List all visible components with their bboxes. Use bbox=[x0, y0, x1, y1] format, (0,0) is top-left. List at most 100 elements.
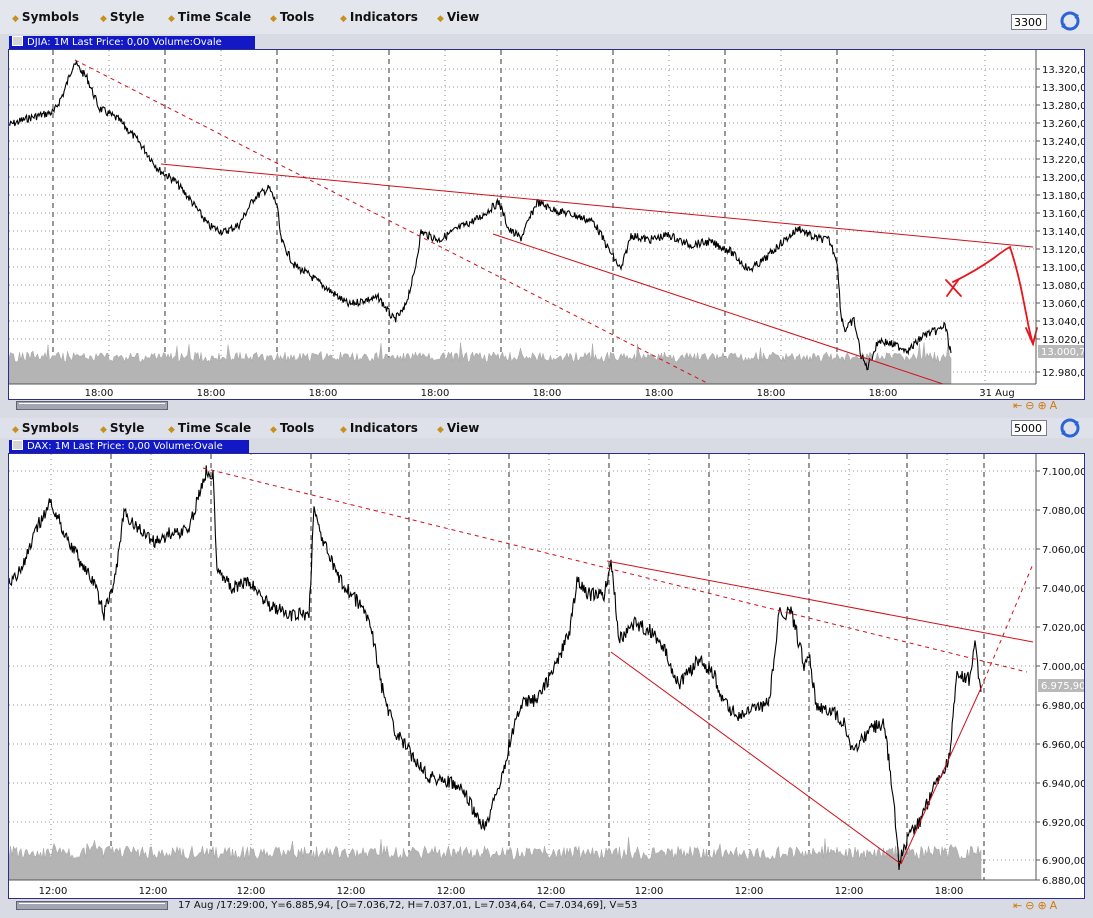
trend-line-support[interactable] bbox=[900, 687, 982, 865]
interval-field[interactable]: 5000 bbox=[1011, 420, 1047, 436]
menu-symbols[interactable]: ◆ Symbols bbox=[12, 10, 79, 24]
time-tick-label: 18:00 bbox=[869, 388, 898, 399]
price-tick-label: 7.080,00 bbox=[1042, 506, 1084, 517]
trend-line-lower[interactable] bbox=[610, 651, 902, 865]
auto-scale-icon[interactable]: A bbox=[1049, 899, 1061, 912]
auto-scale-icon[interactable]: A bbox=[1049, 399, 1061, 412]
menu-label: Indicators bbox=[349, 421, 418, 435]
trend-line-projection[interactable] bbox=[980, 563, 1034, 689]
menu-time-scale[interactable]: ◆ Time Scale bbox=[168, 10, 251, 24]
dropdown-arrow-icon: ◆ bbox=[437, 425, 444, 435]
price-tick-label: 13.320,00 bbox=[1042, 65, 1084, 76]
zoom-in-icon[interactable]: ⊕ bbox=[1037, 899, 1050, 912]
trend-line-upper[interactable] bbox=[606, 560, 1034, 643]
annotation-x-mark bbox=[945, 278, 962, 297]
price-tick-label: 7.020,00 bbox=[1042, 623, 1084, 634]
time-tick-label: 12:00 bbox=[635, 886, 664, 897]
menu-style[interactable]: ◆ Style bbox=[100, 421, 144, 435]
interval-field[interactable]: 3300 bbox=[1011, 14, 1047, 30]
chart-menu-icon[interactable] bbox=[12, 440, 23, 450]
time-tick-label: 18:00 bbox=[935, 886, 964, 897]
price-tick-label: 13.100,00 bbox=[1042, 263, 1084, 274]
scrollbar-thumb[interactable] bbox=[19, 903, 165, 910]
price-tick-label: 13.160,00 bbox=[1042, 209, 1084, 220]
annotation-arrow-path[interactable] bbox=[952, 245, 1034, 345]
price-tick-label: 6.940,00 bbox=[1042, 779, 1084, 790]
price-tick-label: 13.280,00 bbox=[1042, 101, 1084, 112]
menu-symbols[interactable]: ◆ Symbols bbox=[12, 421, 79, 435]
chart-controls[interactable]: ⇤⊖⊕A bbox=[1013, 899, 1060, 912]
price-tick-label: 12.980,00 bbox=[1042, 368, 1084, 379]
chart-menu-icon[interactable] bbox=[12, 36, 23, 46]
trend-line-dashed[interactable] bbox=[202, 467, 1028, 673]
menu-label: Time Scale bbox=[177, 10, 252, 24]
volume-area bbox=[8, 837, 982, 881]
dax-plot: 7.100,00 7.080,00 7.060,00 7.040,00 7.020,00… bbox=[8, 454, 1087, 897]
time-tick-label: 12:00 bbox=[735, 886, 764, 897]
menu-indicators[interactable]: ◆ Indicators bbox=[340, 421, 418, 435]
dropdown-arrow-icon: ◆ bbox=[340, 425, 347, 435]
price-tick-label: 13.040,00 bbox=[1042, 317, 1084, 328]
djia-chart[interactable]: 13.320,00 13.300,00 13.280,00 13.260,00 13.2… bbox=[8, 49, 1093, 400]
menu-label: Style bbox=[109, 421, 145, 435]
chart-title-bar: DJIA: 1M Last Price: 0,00 Volume:Ovale bbox=[9, 36, 255, 49]
zoom-fit-icon[interactable]: ⇤ bbox=[1013, 899, 1026, 912]
zoom-out-icon[interactable]: ⊖ bbox=[1025, 899, 1038, 912]
dropdown-arrow-icon: ◆ bbox=[168, 425, 175, 435]
price-tick-label: 13.260,00 bbox=[1042, 119, 1084, 130]
price-line bbox=[8, 465, 982, 871]
price-tick-label: 13.240,00 bbox=[1042, 137, 1084, 148]
dropdown-arrow-icon: ◆ bbox=[12, 14, 19, 24]
menu-view[interactable]: ◆ View bbox=[437, 10, 479, 24]
zoom-out-icon[interactable]: ⊖ bbox=[1025, 399, 1038, 412]
last-price-marker bbox=[1038, 345, 1084, 358]
chart-title: DAX: 1M Last Price: 0,00 Volume:Ovale bbox=[27, 441, 223, 452]
time-tick-label: 18:00 bbox=[85, 388, 114, 399]
refresh-icon[interactable] bbox=[1060, 418, 1080, 438]
price-line bbox=[8, 61, 952, 371]
menu-label: Tools bbox=[279, 10, 315, 24]
dropdown-arrow-icon: ◆ bbox=[100, 14, 107, 24]
dropdown-arrow-icon: ◆ bbox=[340, 14, 347, 24]
menu-tools[interactable]: ◆ Tools bbox=[270, 10, 314, 24]
refresh-icon[interactable] bbox=[1060, 11, 1080, 31]
djia-panel: ◆ Symbols ◆ Style ◆ Time Scale ◆ Tools ◆ Indi… bbox=[0, 0, 1093, 418]
menu-style[interactable]: ◆ Style bbox=[100, 10, 144, 24]
chart-controls[interactable]: ⇤⊖⊕A bbox=[1013, 399, 1060, 412]
time-tick-label: 18:00 bbox=[645, 388, 674, 399]
volume-area bbox=[8, 342, 952, 385]
price-tick-label: 13.180,00 bbox=[1042, 191, 1084, 202]
dax-chart[interactable]: 7.100,00 7.080,00 7.060,00 7.040,00 7.020,00… bbox=[8, 453, 1087, 899]
time-tick-label: 18:00 bbox=[421, 388, 450, 399]
menu-time-scale[interactable]: ◆ Time Scale bbox=[168, 421, 251, 435]
dax-panel: ◆ Symbols ◆ Style ◆ Time Scale ◆ Tools ◆ Indi… bbox=[0, 418, 1093, 918]
last-price-label: 13.000,7 bbox=[1041, 347, 1084, 358]
menu-view[interactable]: ◆ View bbox=[437, 421, 479, 435]
trend-line-dashed[interactable] bbox=[74, 59, 710, 385]
last-price-label: 6.975,90 bbox=[1041, 681, 1084, 692]
crosshair-readout: 17 Aug /17:29:00, Y=6.885,94, [O=7.036,7… bbox=[178, 900, 638, 911]
zoom-in-icon[interactable]: ⊕ bbox=[1037, 399, 1050, 412]
price-tick-label: 13.020,00 bbox=[1042, 335, 1084, 346]
bottom-scrollbar[interactable] bbox=[16, 901, 168, 910]
menu-label: Indicators bbox=[349, 10, 418, 24]
dropdown-arrow-icon: ◆ bbox=[437, 14, 444, 24]
time-tick-label: 12:00 bbox=[337, 886, 366, 897]
price-tick-label: 7.060,00 bbox=[1042, 545, 1084, 556]
top-scrollbar[interactable] bbox=[16, 401, 168, 410]
trend-line-upper[interactable] bbox=[160, 163, 1034, 248]
menu-label: Style bbox=[109, 10, 145, 24]
menu-indicators[interactable]: ◆ Indicators bbox=[340, 10, 418, 24]
time-tick-label: 12:00 bbox=[237, 886, 266, 897]
zoom-fit-icon[interactable]: ⇤ bbox=[1013, 399, 1026, 412]
price-tick-label: 13.060,00 bbox=[1042, 299, 1084, 310]
time-tick-label: 18:00 bbox=[309, 388, 338, 399]
bottom-menubar: ◆ Symbols ◆ Style ◆ Time Scale ◆ Tools ◆ Indi… bbox=[0, 418, 1093, 438]
menu-tools[interactable]: ◆ Tools bbox=[270, 421, 314, 435]
time-tick-label: 12:00 bbox=[437, 886, 466, 897]
trend-line-lower[interactable] bbox=[492, 233, 944, 385]
time-tick-label: 12:00 bbox=[835, 886, 864, 897]
dropdown-arrow-icon: ◆ bbox=[100, 425, 107, 435]
price-tick-label: 6.920,00 bbox=[1042, 818, 1084, 829]
scrollbar-thumb[interactable] bbox=[19, 403, 165, 410]
